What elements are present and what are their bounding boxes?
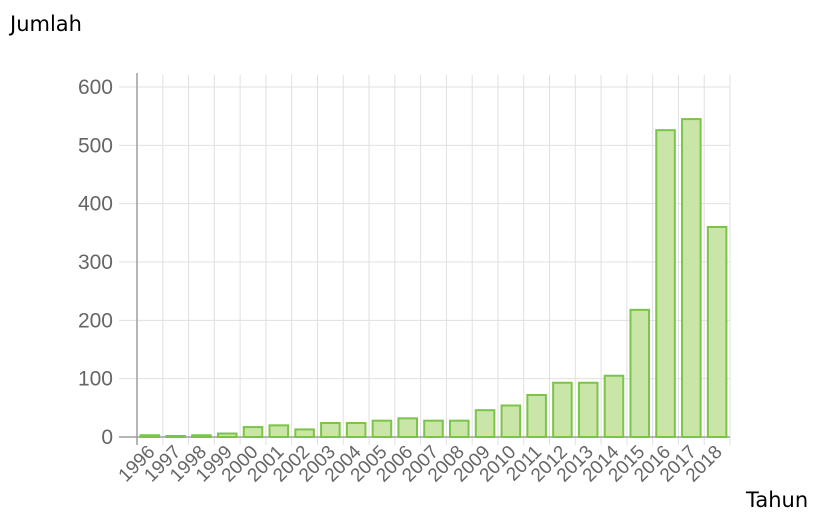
- bar: [655, 129, 676, 439]
- bar: [526, 394, 547, 438]
- bar: [629, 308, 651, 439]
- bar: [423, 419, 444, 438]
- bar: [191, 434, 212, 438]
- bar: [139, 434, 161, 438]
- y-tick-label: 0: [101, 426, 113, 449]
- bar: [449, 419, 470, 438]
- bar: [500, 404, 522, 438]
- bar: [681, 118, 702, 438]
- bar: [577, 381, 599, 438]
- y-tick-label: 100: [78, 368, 113, 391]
- y-tick-label: 400: [78, 193, 113, 216]
- y-tick-label: 200: [78, 309, 113, 332]
- bar: [603, 374, 625, 438]
- bar: [345, 422, 367, 438]
- y-tick-label: 300: [78, 251, 113, 274]
- bar: [371, 419, 393, 438]
- bar: [268, 424, 290, 439]
- bar: [552, 381, 573, 438]
- bar: [397, 417, 418, 439]
- bar: [320, 422, 341, 438]
- bar: [165, 435, 186, 438]
- y-axis-title: Jumlah: [10, 12, 82, 36]
- bar: [242, 426, 264, 439]
- bar: [216, 432, 238, 438]
- bar: [294, 428, 315, 438]
- y-tick-label: 500: [78, 134, 113, 157]
- bar: [706, 226, 728, 438]
- y-tick-label: 600: [78, 76, 113, 99]
- bar: [474, 409, 496, 438]
- x-axis-title: Tahun: [746, 488, 809, 512]
